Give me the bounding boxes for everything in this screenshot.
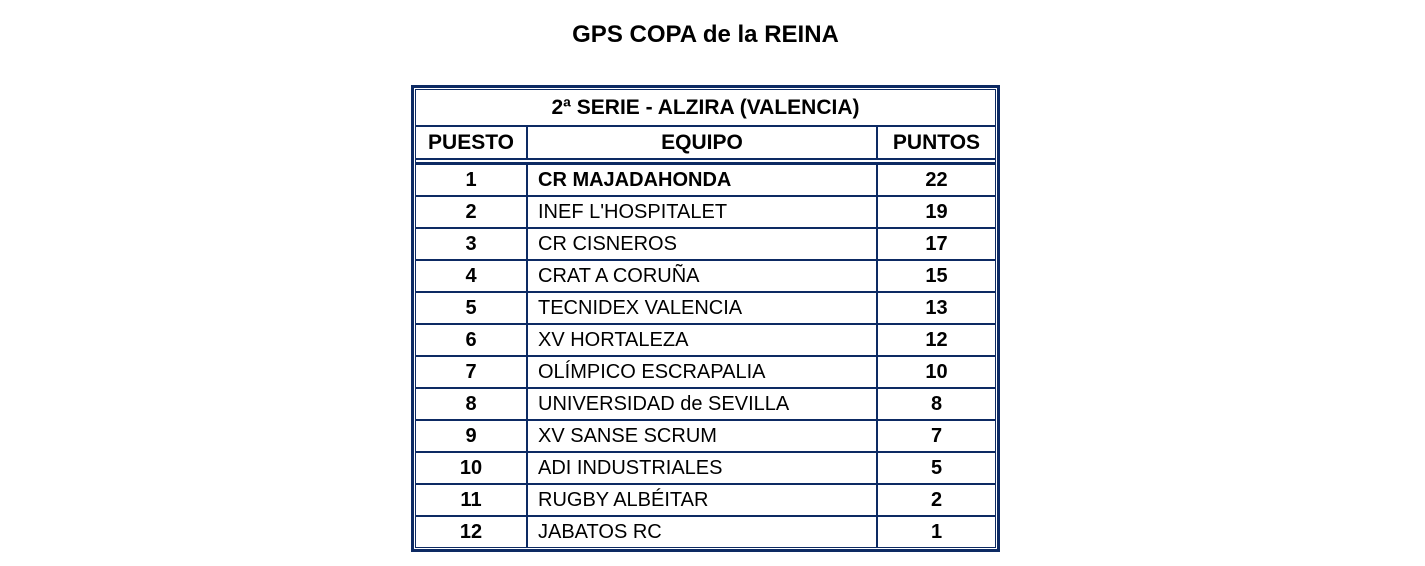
table-row: 4 CRAT A CORUÑA 15 xyxy=(416,259,995,291)
points-cell: 10 xyxy=(925,361,948,383)
rank-cell: 9 xyxy=(416,421,528,451)
points-cell: 17 xyxy=(925,233,948,255)
team-cell: UNIVERSIDAD de SEVILLA xyxy=(528,389,878,419)
column-header-puntos: PUNTOS xyxy=(892,131,981,154)
table-row: 1 CR MAJADAHONDA 22 xyxy=(416,165,995,195)
points-cell: 1 xyxy=(930,521,943,543)
column-header-equipo: EQUIPO xyxy=(528,127,878,158)
table-row: 7 OLÍMPICO ESCRAPALIA 10 xyxy=(416,355,995,387)
table-row: 10 ADI INDUSTRIALES 5 xyxy=(416,451,995,483)
rank-cell: 8 xyxy=(416,389,528,419)
table-row: 12 JABATOS RC 1 xyxy=(416,515,995,547)
rank-cell: 3 xyxy=(416,229,528,259)
table-body: 1 CR MAJADAHONDA 22 2 INEF L'HOSPITALET … xyxy=(416,165,995,547)
rank-cell: 10 xyxy=(416,453,528,483)
points-cell: 19 xyxy=(925,201,948,223)
table-row: 9 XV SANSE SCRUM 7 xyxy=(416,419,995,451)
team-cell: JABATOS RC xyxy=(528,517,878,547)
header-divider xyxy=(416,162,995,165)
table-caption: 2ª SERIE - ALZIRA (VALENCIA) xyxy=(416,90,995,127)
team-cell: OLÍMPICO ESCRAPALIA xyxy=(528,357,878,387)
team-cell: ADI INDUSTRIALES xyxy=(528,453,878,483)
team-cell: INEF L'HOSPITALET xyxy=(528,197,878,227)
table-row: 2 INEF L'HOSPITALET 19 xyxy=(416,195,995,227)
team-cell: CR MAJADAHONDA xyxy=(528,165,878,195)
team-cell: XV HORTALEZA xyxy=(528,325,878,355)
points-cell: 2 xyxy=(930,489,943,511)
table-row: 11 RUGBY ALBÉITAR 2 xyxy=(416,483,995,515)
standings-table: 2ª SERIE - ALZIRA (VALENCIA) PUESTO EQUI… xyxy=(411,85,1000,552)
rank-cell: 12 xyxy=(416,517,528,547)
points-cell: 7 xyxy=(930,425,943,447)
column-header-puesto: PUESTO xyxy=(416,127,528,158)
rank-cell: 4 xyxy=(416,261,528,291)
points-cell: 12 xyxy=(925,329,948,351)
team-cell: XV SANSE SCRUM xyxy=(528,421,878,451)
rank-cell: 7 xyxy=(416,357,528,387)
rank-cell: 1 xyxy=(416,165,528,195)
page-title: GPS COPA de la REINA xyxy=(572,21,839,48)
table-row: 6 XV HORTALEZA 12 xyxy=(416,323,995,355)
table-row: 8 UNIVERSIDAD de SEVILLA 8 xyxy=(416,387,995,419)
points-cell: 22 xyxy=(925,169,948,191)
rank-cell: 2 xyxy=(416,197,528,227)
points-cell: 13 xyxy=(925,297,948,319)
team-cell: CRAT A CORUÑA xyxy=(528,261,878,291)
team-cell: CR CISNEROS xyxy=(528,229,878,259)
rank-cell: 5 xyxy=(416,293,528,323)
table-row: 3 CR CISNEROS 17 xyxy=(416,227,995,259)
rank-cell: 11 xyxy=(416,485,528,515)
points-cell: 15 xyxy=(925,265,948,287)
points-cell: 5 xyxy=(930,457,943,479)
team-cell: TECNIDEX VALENCIA xyxy=(528,293,878,323)
standings-table-inner: 2ª SERIE - ALZIRA (VALENCIA) PUESTO EQUI… xyxy=(415,89,996,548)
team-cell: RUGBY ALBÉITAR xyxy=(528,485,878,515)
table-row: 5 TECNIDEX VALENCIA 13 xyxy=(416,291,995,323)
points-cell: 8 xyxy=(930,393,943,415)
rank-cell: 6 xyxy=(416,325,528,355)
table-header-row: PUESTO EQUIPO PUNTOS xyxy=(416,127,995,160)
